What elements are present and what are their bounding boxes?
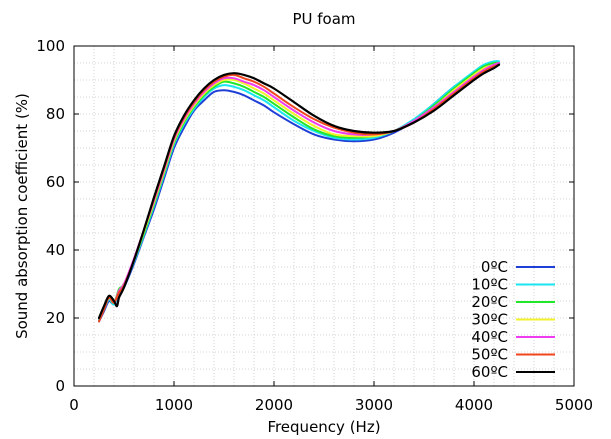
x-tick-label: 1000 xyxy=(155,396,193,414)
x-tick-label: 4000 xyxy=(455,396,493,414)
x-axis-title: Frequency (Hz) xyxy=(267,418,380,436)
x-tick-label: 0 xyxy=(69,396,79,414)
y-tick-label: 100 xyxy=(36,37,65,55)
legend-label: 40ºC xyxy=(471,328,508,346)
x-tick-label: 5000 xyxy=(555,396,593,414)
x-tick-label: 3000 xyxy=(355,396,393,414)
y-tick-label: 40 xyxy=(46,241,65,259)
y-axis-title: Sound absorption coefficient (%) xyxy=(13,93,31,339)
grid xyxy=(74,46,574,386)
y-tick-label: 20 xyxy=(46,309,65,327)
legend-label: 20ºC xyxy=(471,293,508,311)
legend-label: 10ºC xyxy=(471,276,508,294)
y-tick-label: 60 xyxy=(46,173,65,191)
legend-label: 30ºC xyxy=(471,311,508,329)
chart-title: PU foam xyxy=(292,10,355,28)
series-line-6 xyxy=(97,63,501,320)
legend-label: 0ºC xyxy=(481,258,508,276)
legend-label: 50ºC xyxy=(471,346,508,364)
series-lines xyxy=(97,60,501,323)
plot-frame xyxy=(73,45,575,387)
tick-labels: 0 1000 2000 3000 4000 5000 0 20 40 60 80 100 xyxy=(36,37,593,414)
y-tick-label: 80 xyxy=(46,105,65,123)
x-tick-label: 2000 xyxy=(255,396,293,414)
y-tick-label: 0 xyxy=(55,377,65,395)
legend-label: 60ºC xyxy=(471,363,508,381)
